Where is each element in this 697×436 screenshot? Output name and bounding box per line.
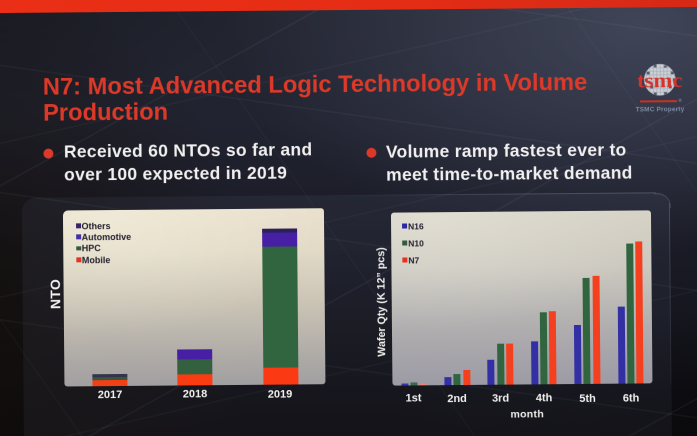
- svg-text:tsmc: tsmc: [637, 68, 683, 92]
